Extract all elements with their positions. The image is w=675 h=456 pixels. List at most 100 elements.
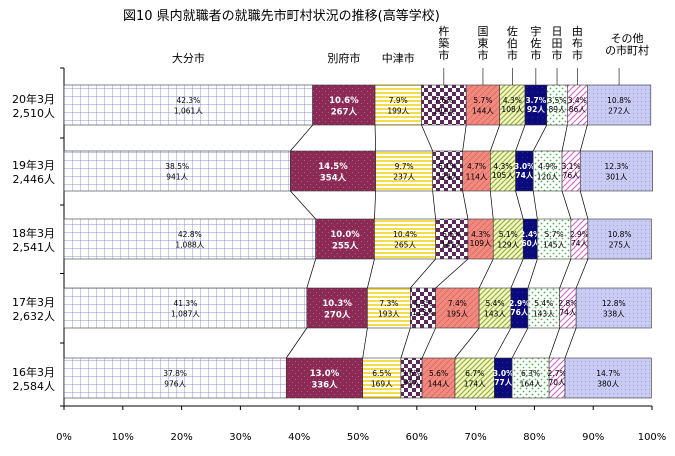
bar-data-label: 10.8% 275人 [608,230,632,250]
bar-segment [374,218,436,260]
bar-segment [375,150,433,192]
category-total-label: 2,446人 [13,173,56,186]
bar-data-label: 37.8% 976人 [163,369,187,389]
bar-data-label: 5.7% 144人 [472,96,494,116]
series-name-label: 日田市 [552,25,563,62]
bar-segment [492,218,524,260]
bar-data-label: 7.6% 192人 [433,96,455,116]
x-tick-label: 70% [464,432,486,443]
bar-segment [312,84,376,126]
bar-segment [527,287,560,329]
series-name-label: 大分市 [172,51,205,65]
bar-data-label: 42.8% 1,088人 [175,230,204,250]
bar-segment [532,150,563,192]
series-name-label: 杵築市 [438,24,449,62]
bar-data-label: 6.7% 174人 [464,369,486,389]
series-name-label: 国東市 [477,25,488,62]
bar-data-label: 9.7% 237人 [393,162,415,182]
bar-data-label: 3.1% 76人 [562,162,581,180]
bar-segment [537,218,572,260]
connector-line [515,190,524,220]
bar-data-label: 3.4% 86人 [568,96,587,114]
bar-data-label: 2.7% 70人 [548,369,567,387]
bar-segment [435,218,469,260]
bar-segment [579,150,653,192]
bar-data-label: 13.0% 336人 [310,369,340,391]
x-tick-label: 40% [288,432,310,443]
x-tick-label: 10% [112,432,134,443]
bar-data-label: 10.3% 270人 [322,299,352,321]
category-year-label: 18年3月 [12,226,55,240]
connector-line [454,327,480,359]
bar-data-label: 4.9% 120人 [537,162,559,182]
connector-line [510,258,524,289]
connector-line [489,190,494,220]
bar-data-label: 14.7% 380人 [596,369,620,389]
bar-segment [587,84,652,126]
bar-segment [367,287,411,329]
bar-data-label: 4.3% 113人 [412,299,434,317]
connector-line [527,258,538,289]
x-tick-label: 90% [582,432,604,443]
connector-line [515,124,526,152]
x-tick-label: 80% [523,432,545,443]
connector-line [374,124,376,152]
bar-segment [315,218,375,260]
category-total-label: 2,541人 [13,241,56,254]
category-total-label: 2,584人 [13,380,56,393]
bar-data-label: 3.0% 77人 [493,369,514,387]
bar-segment [564,357,652,399]
bar-segment [63,287,308,329]
x-tick-label: 60% [406,432,428,443]
bar-data-label: 2.9% 76人 [509,299,530,317]
bar-data-label: 5.4% 143人 [533,299,555,319]
bar-data-label: 4.7% 114人 [466,162,488,182]
bar-data-label: 6.3% 164人 [520,369,542,389]
series-name-label: その他の市町村 [605,32,649,57]
x-tick-label: 100% [638,432,667,443]
connector-line [462,124,467,152]
connector-line [561,124,568,152]
category-year-label: 17年3月 [12,295,55,309]
bar-data-label: 14.5% 354人 [318,162,348,184]
bar-data-label: 4.3% 108人 [501,96,523,114]
bar-data-label: 42.3% 1,061人 [174,96,203,116]
bar-segment [362,357,402,399]
connector-line [511,327,529,359]
bar-segment [63,218,316,260]
x-tick-label: 20% [170,432,192,443]
bar-data-label: 4.3% 109人 [470,230,492,248]
connector-line [561,190,572,220]
connector-line [306,258,316,289]
bar-data-label: 2.4% 60人 [520,230,541,248]
series-name-label: 宇佐市 [530,25,541,62]
connector-line [489,124,501,152]
connector-line [374,190,376,220]
bar-data-label: 12.3% 301人 [605,162,629,182]
bar-data-label: 3.0% 74人 [514,162,535,180]
bar-data-label: 10.6% 267人 [329,96,359,118]
connector-line [532,124,548,152]
bar-data-label: 38.5% 941人 [165,162,189,182]
bar-data-label: 7.4% 195人 [446,299,468,319]
bar-data-label: 41.3% 1,087人 [171,299,200,319]
bar-segment [374,84,422,126]
bar-data-label: 5.1% 129人 [497,230,519,250]
connector-line [290,190,316,220]
bar-segment [511,357,550,399]
bar-data-label: 5.7% 145人 [543,230,565,250]
bar-data-label: 10.4% 265人 [393,230,417,250]
plot-area: 0% 10% 20% 30% 40% 50% 60% 70% 80% 90% 100%20年3月2,… [12,24,666,443]
bar-data-label: 5.5% 141人 [441,230,463,250]
bar-segment [421,357,456,399]
bar-data-label: 10.0% 255人 [330,230,360,252]
bar-data-label: 4.3% 105人 [492,162,514,180]
bar-segment [587,218,652,260]
category-total-label: 2,632人 [13,310,56,323]
connector-line [410,258,436,289]
connector-line [432,190,436,220]
bar-segment [465,84,501,126]
bar-segment [285,357,364,399]
bar-segment [63,357,287,399]
x-tick-label: 0% [56,432,72,443]
